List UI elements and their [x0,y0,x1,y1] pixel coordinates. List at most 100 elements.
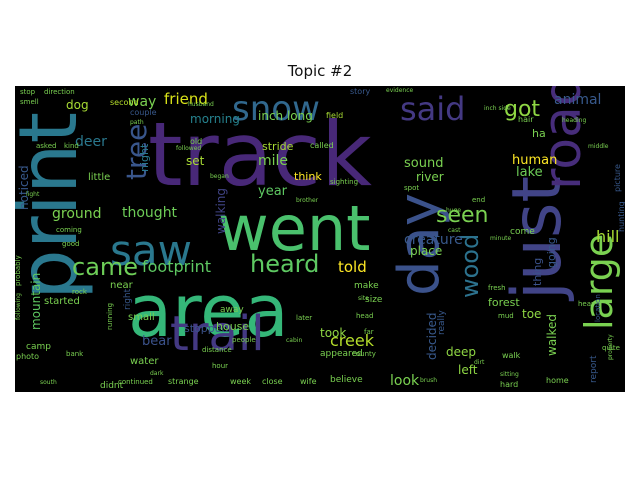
word-size: size [365,295,383,305]
word-footprint: footprint [142,257,211,276]
word-cloud: track went area print just day road saw trail lar… [15,86,625,392]
word-stopped: stopped [184,322,229,335]
word-close: close [262,377,283,386]
word-saw: saw [110,226,192,275]
word-fresh: fresh [488,284,506,292]
word-told: told [338,258,367,276]
word-creek: creek [330,331,375,350]
word-running: running [106,303,114,330]
word-deep: deep [446,345,476,359]
word-friend: friend [164,90,208,108]
word-took: took [320,326,346,340]
word-seen: seen [436,203,488,228]
word-animal: animal [554,92,601,108]
word-appeared: appeared [320,349,363,359]
word-didnt: didnt [100,381,124,391]
word-thought: thought [122,205,178,221]
word-mile: mile [258,153,288,169]
word-continued: continued [118,378,153,386]
word-said: said [400,90,465,128]
word-followed: followed [176,145,201,152]
word-year: year [258,184,288,199]
word-rock: rock [72,288,88,296]
word-set: set [186,154,205,168]
word-field: field [326,111,343,120]
word-water: water [130,356,159,367]
word-inch-long: inch long [258,109,313,123]
word-large: large [577,234,621,330]
word-direction: direction [44,88,75,96]
word-mountain: mountain [29,273,43,330]
word-bank: bank [66,350,84,358]
word-ground: ground [52,206,102,222]
word-lake: lake [516,165,543,180]
word-cast: cast [448,227,461,234]
word-called: called [310,141,334,150]
word-cabin: cabin [286,337,302,344]
word-second: second [110,98,139,107]
word-property: property [607,334,614,360]
word-way: way [128,94,156,110]
word-minute: minute [490,235,511,242]
word-human: human [512,153,557,168]
word-small: small [128,312,155,323]
word-mud: mud [498,312,514,320]
word-spot: spot [404,184,419,192]
word-bear: bear [142,334,172,349]
word-started: started [44,296,80,307]
word-think: think [294,170,322,183]
word-went: went [218,192,370,265]
word-morning: morning [190,112,240,126]
word-week: week [230,377,251,386]
word-asked: asked [36,142,57,150]
word-got: got [504,97,540,122]
word-road: road [533,86,593,190]
word-hear: hear [578,300,594,308]
word-sighting: sighting [330,178,358,186]
word-brush: brush [420,377,437,384]
word-wife: wife [300,377,317,386]
word-going: going [545,237,558,268]
word-couple: couple [130,108,157,117]
word-make: make [354,281,379,291]
word-following: following [15,293,22,320]
word-print: print [15,112,95,300]
word-began: began [210,173,229,180]
word-left: left [458,363,478,377]
word-decided: decided [425,312,439,360]
word-far: far [364,328,374,336]
word-county: county [352,350,376,358]
word-forest: forest [488,296,520,309]
word-middle: middle [588,143,609,150]
word-kind: kind [64,142,79,150]
word-photo: photo [16,352,39,361]
word-site: site [358,295,369,302]
word-away: away [220,305,244,315]
word-trail: trail [170,306,265,362]
word-really: really [437,309,447,335]
word-noticed: noticed [17,165,31,210]
word-report: report [589,355,599,383]
word-hill: hill [596,227,619,246]
word-heard: heard [250,250,319,278]
word-quite: quite [602,344,620,352]
word-good: good [62,240,79,248]
word-probably: probably [15,255,22,286]
word-area: area [128,269,289,353]
word-day: day [387,193,452,296]
word-little: little [88,172,110,183]
word-dirt: dirt [474,359,485,366]
word-thing: thing [531,258,544,286]
word-head: head [356,312,373,320]
plot-title: Topic #2 [287,62,353,80]
word-people: people [232,336,256,344]
word-picture: picture [613,164,622,192]
word-walked: walked [545,314,559,356]
word-believe: believe [330,375,363,385]
word-walking: walking [214,188,228,234]
word-ha: ha [532,127,546,140]
word-path: path [130,119,144,126]
word-snow: snow [232,89,320,129]
word-deer: deer [75,134,107,150]
word-end: end [472,196,485,204]
